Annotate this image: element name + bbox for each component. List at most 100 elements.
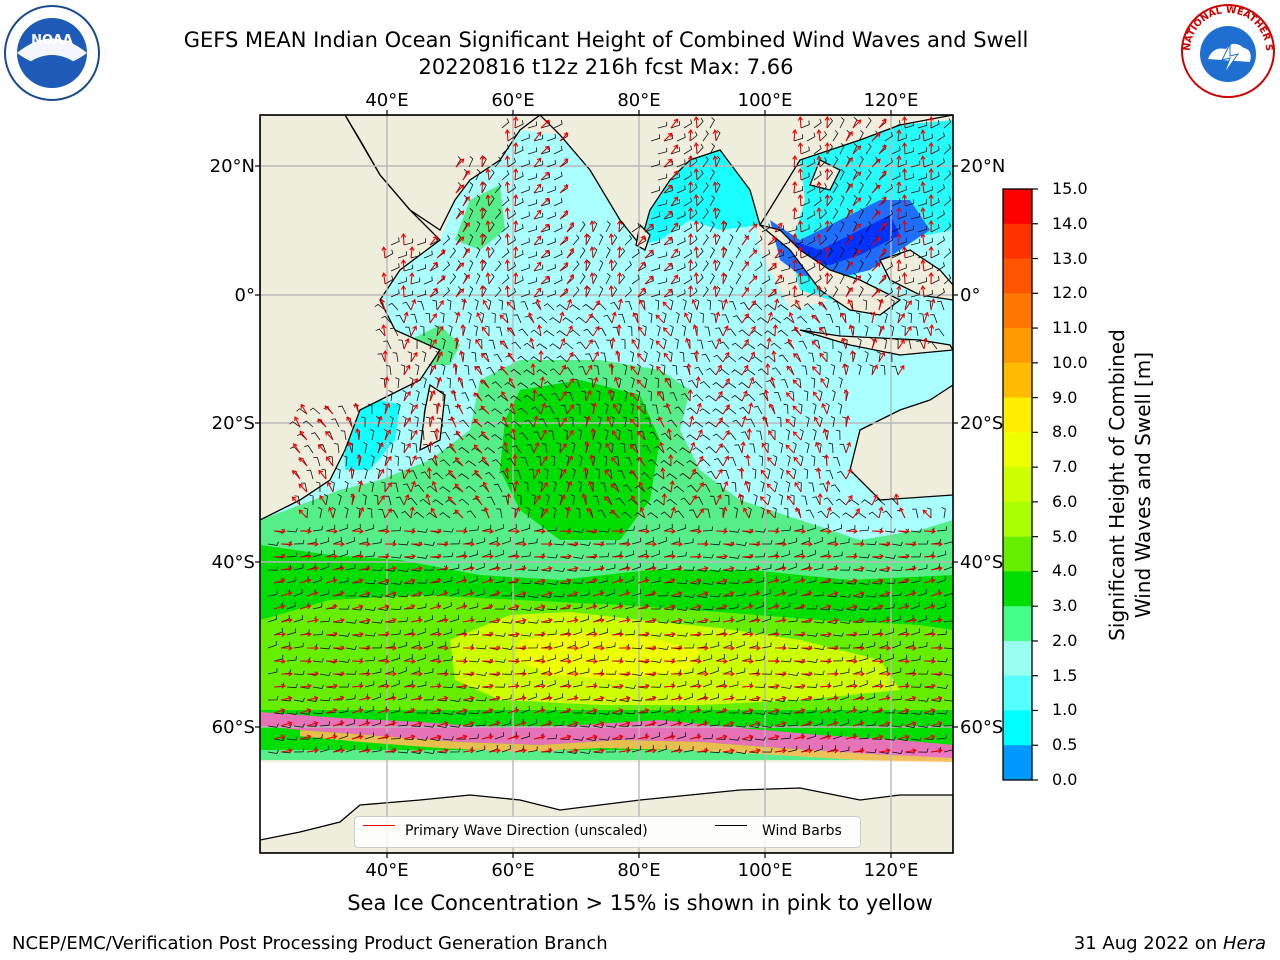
wind-barb [660, 459, 672, 467]
map-legend: Primary Wave Direction (unscaled) Wind B… [354, 816, 861, 848]
wind-barb [310, 432, 321, 441]
wave-direction-arrow [792, 206, 798, 220]
wave-direction-arrow [901, 115, 908, 129]
wind-barb [676, 379, 685, 389]
wind-barb [650, 683, 662, 688]
wave-direction-arrow [720, 245, 726, 259]
wave-direction-arrow [485, 168, 491, 181]
wind-barb [709, 143, 716, 155]
wind-barb [381, 315, 392, 324]
colorbar-tick-label: 7.0 [1052, 457, 1078, 477]
wave-direction-arrow [637, 326, 646, 337]
colorbar-tick-label: 3.0 [1052, 596, 1078, 616]
wind-barb [910, 160, 921, 168]
wave-direction-arrow [871, 337, 878, 350]
wave-direction-arrow [379, 298, 386, 311]
wind-barb [761, 223, 771, 233]
wind-barb [663, 523, 673, 532]
wind-barb [390, 263, 400, 272]
wave-direction-arrow [461, 298, 467, 311]
wind-barb [468, 525, 479, 532]
wind-barb [585, 286, 591, 298]
wind-barb [306, 469, 314, 480]
wind-barb [400, 442, 406, 454]
wind-barb [941, 507, 946, 519]
wind-barb [544, 468, 549, 480]
wind-barb [598, 233, 604, 246]
wind-barb [917, 225, 928, 233]
wind-barb [468, 575, 478, 584]
wind-barb [312, 684, 324, 689]
wind-barb [897, 133, 907, 142]
wind-barb [650, 577, 661, 584]
wave-direction-arrow [792, 180, 798, 194]
wind-barb [770, 342, 782, 350]
wind-barb [676, 185, 686, 194]
wind-barb [539, 418, 548, 428]
wind-barb [536, 456, 542, 467]
wave-direction-arrow [663, 236, 673, 246]
wave-direction-arrow [400, 232, 407, 246]
wave-direction-arrow [904, 300, 912, 311]
wave-direction-arrow [540, 223, 550, 233]
wind-barb [936, 158, 945, 168]
wind-barb [754, 287, 763, 298]
wave-direction-arrow [748, 223, 758, 233]
wind-barb [709, 169, 716, 181]
wind-barb [319, 645, 331, 650]
wind-barb [548, 430, 555, 441]
wind-barb [670, 121, 680, 129]
wind-barb [445, 473, 457, 480]
wind-barb [417, 300, 425, 311]
wind-barb [383, 340, 392, 350]
wind-barb [390, 554, 402, 559]
wind-barb [409, 470, 418, 480]
wind-barb [416, 736, 428, 741]
wind-barb [634, 512, 646, 519]
wind-barb [936, 630, 947, 636]
wind-barb [540, 173, 551, 181]
wind-barb [520, 680, 531, 688]
wind-barb [624, 630, 636, 636]
wind-barb [656, 350, 661, 363]
wind-barb [630, 376, 635, 389]
wind-barb [858, 526, 870, 532]
wind-barb [409, 402, 414, 415]
wind-barb [598, 736, 610, 741]
wave-direction-arrow [824, 115, 830, 129]
wind-barb [566, 640, 576, 649]
wind-barb [436, 417, 444, 428]
wind-barb [471, 351, 477, 363]
wind-barb [499, 470, 509, 480]
wave-direction-arrow [538, 349, 544, 362]
wind-barb [819, 287, 828, 298]
wind-barb [764, 303, 776, 311]
wind-barb [894, 338, 899, 350]
wind-barb [771, 429, 776, 441]
wave-direction-arrow [920, 181, 926, 194]
wind-barb [540, 667, 551, 675]
wave-direction-arrow [500, 365, 509, 376]
wind-barb [865, 593, 877, 598]
wind-barb [575, 316, 587, 324]
wind-barb [553, 693, 564, 701]
wind-barb [761, 249, 771, 259]
wind-barb [540, 225, 551, 233]
wind-barb [597, 415, 602, 428]
wind-barb [826, 273, 834, 285]
wind-barb [857, 337, 862, 350]
wind-barb [579, 221, 586, 233]
wind-barb [475, 220, 481, 233]
wind-barb [465, 460, 477, 467]
wave-direction-arrow [897, 339, 905, 350]
wind-barb [518, 432, 529, 441]
wind-barb [631, 443, 639, 454]
wind-barb [540, 251, 551, 259]
wind-barb [560, 404, 568, 415]
wind-barb [650, 290, 661, 298]
noaa-logo: NOAA [4, 5, 100, 101]
wind-barb [616, 429, 621, 441]
wind-barb [572, 528, 584, 533]
wind-barb [663, 606, 675, 611]
wind-barb [689, 209, 698, 220]
